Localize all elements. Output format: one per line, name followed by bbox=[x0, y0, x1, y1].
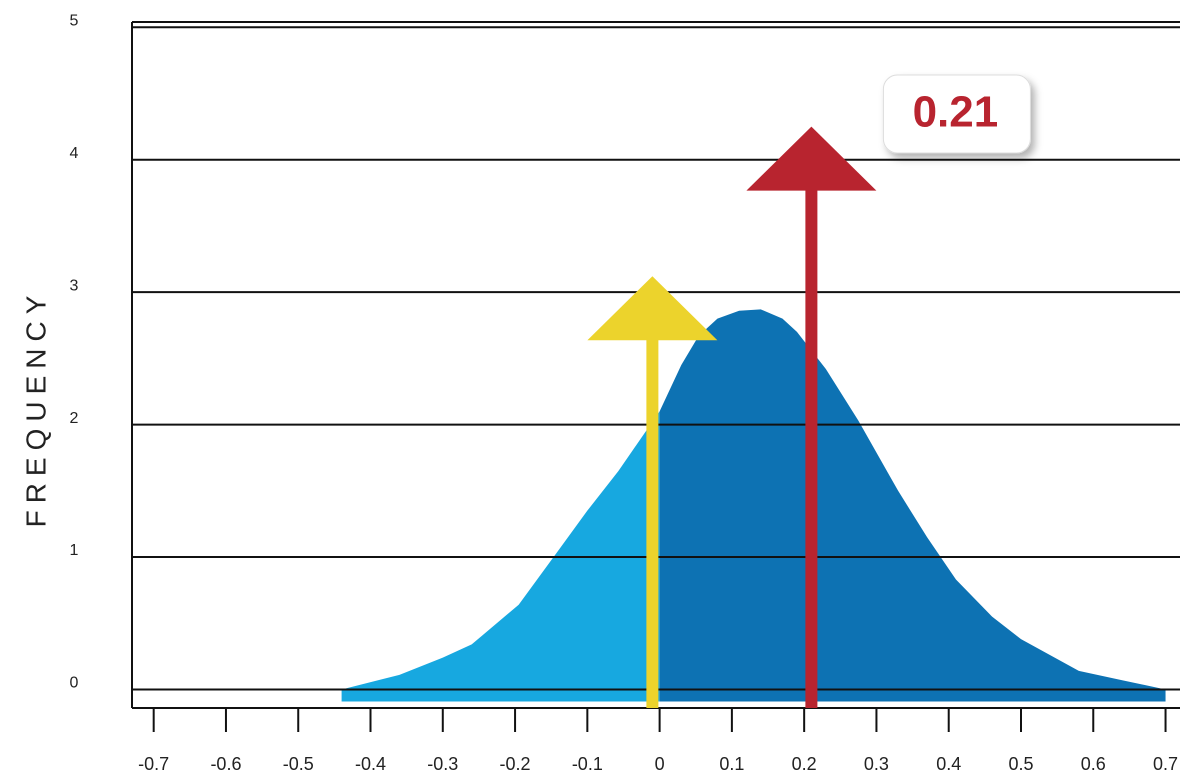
arrow-stem bbox=[805, 186, 818, 708]
y-tick-label: 5 bbox=[70, 13, 79, 30]
x-tick-label: 0.6 bbox=[1081, 754, 1106, 773]
y-tick-label: 0 bbox=[70, 675, 79, 692]
annotation-box bbox=[882, 74, 1031, 154]
arrow bbox=[587, 276, 718, 708]
x-tick-label: 0.4 bbox=[936, 754, 961, 773]
annotation: 0.21 bbox=[913, 88, 999, 137]
y-tick-label: 4 bbox=[70, 145, 79, 162]
x-tick-label: -0.2 bbox=[500, 754, 531, 773]
x-tick-label: 0.1 bbox=[719, 754, 744, 773]
x-tick-label: 0.2 bbox=[792, 754, 817, 773]
y-tick-label: 3 bbox=[70, 277, 79, 294]
x-tick-label: -0.1 bbox=[572, 754, 603, 773]
x-tick-label: -0.7 bbox=[138, 754, 169, 773]
y-tick-label: 1 bbox=[70, 542, 79, 559]
y-axis-label: FREQUENCY bbox=[20, 289, 51, 528]
x-tick-label: -0.5 bbox=[283, 754, 314, 773]
x-tick-label: 0.5 bbox=[1008, 754, 1033, 773]
y-tick-label: 2 bbox=[70, 410, 79, 427]
x-tick-label: 0 bbox=[655, 754, 665, 773]
x-tick-label: -0.4 bbox=[355, 754, 386, 773]
arrow-stem bbox=[646, 336, 659, 708]
area bbox=[341, 411, 660, 702]
arrow-head bbox=[746, 126, 877, 191]
arrow bbox=[746, 126, 877, 708]
area bbox=[659, 309, 1166, 702]
x-tick-label: 0.7 bbox=[1153, 754, 1178, 773]
x-tick-label: -0.6 bbox=[210, 754, 241, 773]
x-tick-label: -0.3 bbox=[427, 754, 458, 773]
arrow-head bbox=[587, 276, 718, 341]
x-tick-label: 0.3 bbox=[864, 754, 889, 773]
